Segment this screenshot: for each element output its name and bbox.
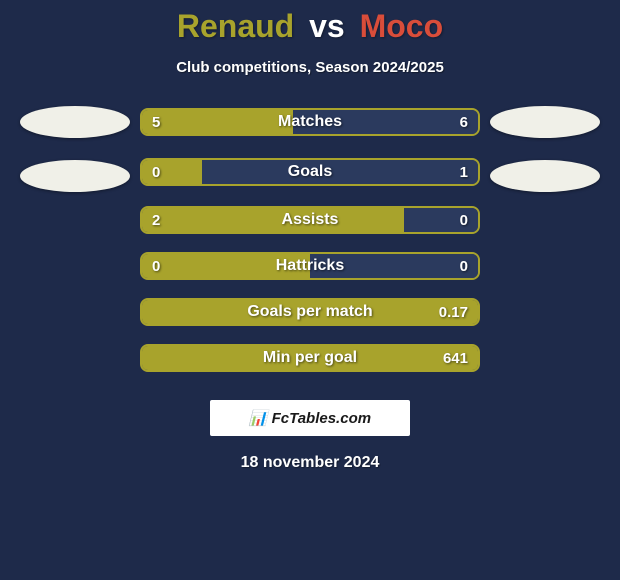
comparison-card: Renaud vs Moco Club competitions, Season… [0,0,620,580]
source-text: FcTables.com [272,410,371,427]
stat-row: 0.17Goals per match [20,298,600,326]
stat-value-left: 5 [152,110,160,134]
bar-fill-left [142,254,310,278]
bar-fill-left [142,300,478,324]
stat-value-right: 0 [460,254,468,278]
stat-value-left: 2 [152,208,160,232]
bar-fill-left [142,346,478,370]
stat-bar: 00Hattricks [140,252,480,280]
team-logo-left [20,106,130,138]
date-text: 18 november 2024 [241,454,380,472]
subtitle: Club competitions, Season 2024/2025 [176,59,444,76]
logo-spacer [20,358,140,359]
stat-bar: 56Matches [140,108,480,136]
team-logo-right [490,160,600,192]
player1-name: Renaud [177,8,294,44]
title: Renaud vs Moco [177,8,443,45]
stat-bar: 20Assists [140,206,480,234]
chart-icon: 📊 [249,409,266,427]
logo-spacer [480,358,600,359]
logo-spacer [20,220,140,221]
team-logo-right [490,106,600,138]
team-logo-left [20,160,130,192]
bar-fill-right [293,110,478,134]
logo-spacer [20,266,140,267]
stat-row: 01Goals [20,156,600,188]
source-badge: 📊 FcTables.com [210,400,410,436]
stat-bar: 0.17Goals per match [140,298,480,326]
bar-fill-left [142,208,404,232]
logo-spacer [480,312,600,313]
stat-value-right: 6 [460,110,468,134]
player2-name: Moco [360,8,444,44]
stat-row: 56Matches [20,106,600,138]
stats-list: 56Matches01Goals20Assists00Hattricks0.17… [20,106,600,390]
stat-row: 20Assists [20,206,600,234]
logo-spacer [480,220,600,221]
bar-fill-right [202,160,478,184]
stat-bar: 641Min per goal [140,344,480,372]
vs-text: vs [309,8,345,44]
bar-fill-left [142,110,293,134]
logo-spacer [20,312,140,313]
bar-fill-right [310,254,478,278]
stat-value-right: 1 [460,160,468,184]
stat-row: 00Hattricks [20,252,600,280]
stat-row: 641Min per goal [20,344,600,372]
stat-value-right: 0.17 [439,300,468,324]
stat-bar: 01Goals [140,158,480,186]
stat-value-right: 0 [460,208,468,232]
stat-value-left: 0 [152,254,160,278]
stat-value-right: 641 [443,346,468,370]
logo-spacer [480,266,600,267]
stat-value-left: 0 [152,160,160,184]
